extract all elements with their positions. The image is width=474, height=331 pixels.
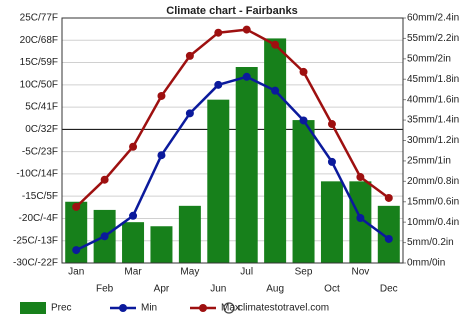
marker — [242, 72, 251, 81]
x-tick-label: Apr — [154, 284, 170, 295]
watermark: climatestotravel.com — [223, 302, 329, 314]
marker — [100, 232, 109, 241]
chart-title: Climate chart - Fairbanks — [166, 5, 297, 17]
x-tick-label: Jan — [68, 267, 84, 278]
bar — [349, 181, 372, 263]
legend-label: Max — [221, 303, 240, 314]
marker — [299, 116, 308, 125]
marker — [384, 193, 393, 202]
legend-swatch — [20, 302, 46, 314]
marker — [327, 157, 336, 166]
y-tick-label: 0C/32F — [25, 124, 58, 135]
marker — [214, 80, 223, 89]
y-tick-label: 20C/68F — [20, 35, 58, 46]
marker — [129, 211, 138, 220]
bar — [292, 120, 315, 263]
y2-tick-label: 55mm/2.2in — [407, 33, 459, 44]
marker — [327, 120, 336, 129]
source: climatestotravel.com — [238, 303, 329, 314]
marker — [356, 214, 365, 223]
marker — [72, 246, 81, 255]
y2-tick-label: 35mm/1.4in — [407, 115, 459, 126]
marker — [242, 25, 251, 34]
y2-tick-label: 15mm/0.6in — [407, 196, 459, 207]
marker — [214, 28, 223, 37]
marker — [384, 234, 393, 243]
marker — [157, 91, 166, 100]
bar — [264, 38, 287, 263]
legend-label: Prec — [51, 303, 72, 314]
y2-tick-label: 5mm/0.2in — [407, 237, 454, 248]
x-tick-label: Sep — [295, 267, 313, 278]
x-tick-label: Oct — [324, 284, 340, 295]
y2-tick-label: 40mm/1.6in — [407, 94, 459, 105]
bar — [235, 67, 258, 263]
x-tick-label: Mar — [124, 267, 142, 278]
y-tick-label: -20C/-4F — [19, 213, 58, 224]
y2-tick-label: 50mm/2in — [407, 53, 451, 64]
legend-marker — [199, 304, 207, 312]
legend-marker — [119, 304, 127, 312]
x-tick-label: Dec — [380, 284, 398, 295]
y2-tick-label: 45mm/1.8in — [407, 74, 459, 85]
marker — [271, 86, 280, 95]
bar — [377, 205, 400, 263]
y-tick-label: -30C/-22F — [13, 258, 58, 269]
marker — [129, 142, 138, 151]
y-tick-label: 10C/50F — [20, 79, 58, 90]
y2-tick-label: 25mm/1in — [407, 156, 451, 167]
marker — [271, 40, 280, 49]
marker — [100, 175, 109, 184]
x-tick-label: Feb — [96, 284, 114, 295]
marker — [72, 202, 81, 211]
bar — [207, 99, 230, 264]
marker — [185, 109, 194, 118]
legend-label: Min — [141, 303, 157, 314]
y-tick-label: -5C/23F — [22, 146, 58, 157]
y-tick-label: 25C/77F — [20, 13, 58, 24]
bar — [150, 226, 173, 263]
bar — [122, 222, 145, 263]
y-tick-label: -15C/5F — [22, 191, 58, 202]
line — [75, 75, 390, 252]
y-tick-label: -25C/-13F — [13, 235, 58, 246]
marker — [157, 151, 166, 160]
x-tick-label: Aug — [266, 284, 284, 295]
bar — [178, 205, 201, 263]
x-tick-label: Nov — [351, 267, 369, 278]
line — [75, 28, 390, 208]
x-tick-label: Jun — [210, 284, 226, 295]
y-tick-label: 15C/59F — [20, 57, 58, 68]
plot-frame — [61, 17, 404, 264]
marker — [185, 51, 194, 60]
marker — [356, 173, 365, 182]
y2-tick-label: 10mm/0.4in — [407, 217, 459, 228]
y2-tick-label: 60mm/2.4in — [407, 13, 459, 24]
y2-tick-label: 20mm/0.8in — [407, 176, 459, 187]
x-tick-label: Jul — [240, 267, 253, 278]
x-tick-label: May — [180, 267, 199, 278]
bar — [320, 181, 343, 263]
marker — [299, 67, 308, 76]
y2-tick-label: 0mm/0in — [407, 258, 445, 269]
y2-tick-label: 30mm/1.2in — [407, 135, 459, 146]
y-tick-label: 5C/41F — [25, 102, 58, 113]
y-tick-label: -10C/14F — [16, 169, 58, 180]
watermark-icon — [223, 302, 235, 314]
